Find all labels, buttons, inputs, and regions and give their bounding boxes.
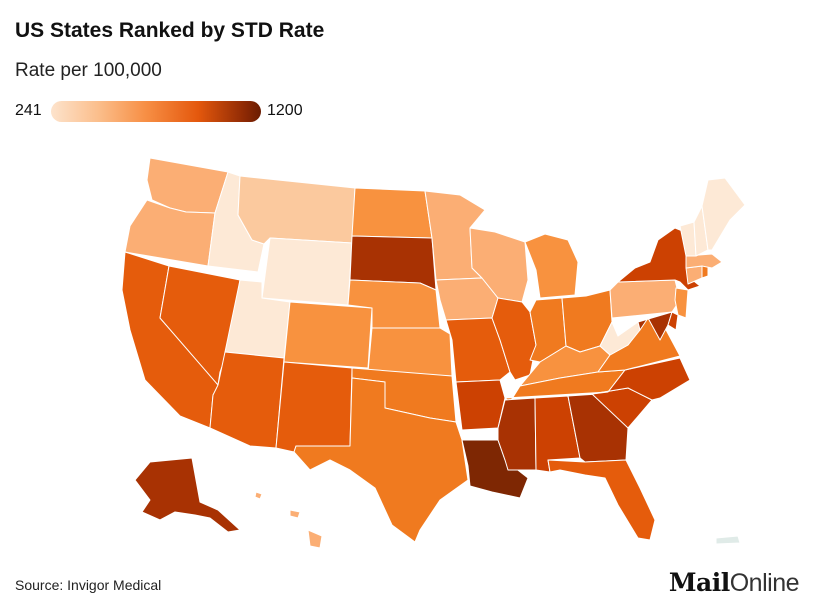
state-connecticut[interactable] (685, 265, 703, 285)
state-hawaii-mid[interactable] (289, 509, 301, 519)
state-wyoming[interactable] (261, 237, 353, 306)
territory-puerto-rico[interactable] (715, 535, 741, 545)
state-massachusetts[interactable] (685, 253, 723, 269)
chart-subtitle: Rate per 100,000 (15, 60, 162, 81)
state-montana[interactable] (237, 175, 356, 245)
state-illinois[interactable] (491, 297, 537, 381)
legend-gradient-bar (51, 100, 261, 122)
state-rhode-island[interactable] (701, 265, 709, 279)
state-kansas[interactable] (367, 327, 453, 377)
state-hawaii-small[interactable] (254, 491, 263, 500)
state-north-carolina[interactable] (591, 357, 691, 401)
state-alaska[interactable] (134, 457, 241, 533)
color-legend: 241 1200 (15, 99, 303, 123)
state-maine[interactable] (701, 177, 746, 251)
chart-title: US States Ranked by STD Rate (15, 19, 325, 42)
state-delaware[interactable] (667, 311, 679, 331)
state-michigan[interactable] (524, 233, 579, 299)
state-new-mexico[interactable] (275, 361, 353, 453)
state-florida[interactable] (547, 459, 656, 541)
state-new-jersey[interactable] (674, 287, 689, 319)
state-colorado[interactable] (283, 301, 373, 369)
legend-max-label: 1200 (267, 102, 303, 119)
state-hawaii-big[interactable] (307, 529, 323, 549)
legend-min-label: 241 (15, 102, 42, 119)
source-note: Source: Invigor Medical (15, 577, 162, 593)
state-arkansas[interactable] (455, 379, 506, 431)
mailonline-logo: MailOnline (668, 568, 800, 597)
state-north-dakota[interactable] (351, 187, 433, 239)
state-texas[interactable] (293, 377, 469, 543)
